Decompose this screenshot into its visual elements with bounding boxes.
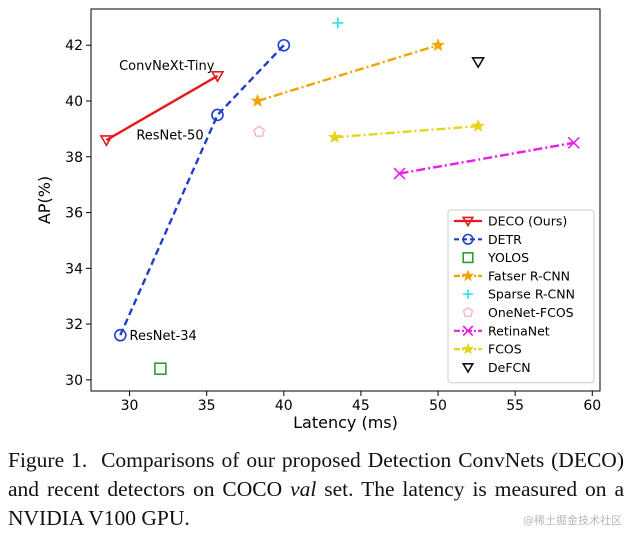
series-layer [99,17,580,375]
x-tick-label: 60 [583,398,601,414]
annotation-label: ResNet-50 [136,128,203,143]
marker-triangle-down [461,362,475,374]
x-tick-label: 40 [275,398,293,414]
series-line [119,44,285,336]
legend-label: YOLOS [487,250,529,265]
plot-frame [90,8,601,392]
x-tick-label: 30 [121,398,139,414]
x-tick-label: 35 [198,398,216,414]
series-fcos [327,118,485,144]
x-tick-label: 50 [429,398,447,414]
annotations: ConvNeXt-Tiny ResNet-50 ResNet-34 [119,59,215,344]
series-detr [114,38,291,342]
x-b [462,325,474,337]
series-fatser-r-cnn [250,38,445,107]
marker-star [461,269,475,282]
series-line [334,124,479,139]
series-deco-ours [99,70,225,147]
marker-x [567,136,580,149]
legend-box [447,209,595,384]
marker-star [471,118,485,132]
legend-label: DeFCN [488,360,531,375]
axes: 30 35 40 45 50 55 60 30 32 34 36 38 40 42 Latency (ms)… [35,8,601,432]
series-line [105,74,219,142]
y-tick-label: 30 [65,373,83,389]
series-onenet-fcos [253,125,266,137]
marker-circle [211,108,224,122]
marker-star [327,130,342,144]
marker-pentagon [253,125,266,137]
marker-x [462,325,474,337]
marker-pentagon [462,306,474,318]
legend-item: OneNet-FCOS [462,305,574,320]
legend-item: DETR [454,232,522,247]
legend-item: Fatser R-CNN [454,268,570,283]
marker-triangle-down [471,57,486,69]
marker-circle [277,38,291,52]
annotation-label: ConvNeXt-Tiny [119,59,215,74]
legend-item: DeFCN [461,360,531,375]
legend: DECO (Ours) DETR YOLOS Fatser R-CNN Sparse R… [447,209,595,384]
series-line [399,141,575,175]
legend-item: RetinaNet [454,323,550,338]
marker-circle [114,328,127,342]
legend-label: Fatser R-CNN [488,268,570,283]
marker-x [393,167,406,180]
annotation-label: ResNet-34 [130,329,197,344]
series-line [257,44,439,103]
series-defcn [471,57,486,69]
x-tick-label: 55 [506,398,524,414]
marker-triangle-down [461,216,475,228]
caption-text-after: set. The latency is measured on a NVIDIA… [8,477,625,530]
marker-square [154,362,167,375]
legend-item: DECO (Ours) [454,214,567,229]
legend-label: DECO (Ours) [488,214,567,229]
x-axis-label: Latency (ms) [293,413,398,432]
y-tick-label: 42 [65,38,83,54]
y-tick-label: 38 [65,150,83,166]
x-tick-label: 45 [352,398,370,414]
legend-item: Sparse R-CNN [463,287,575,302]
series-yolos [154,362,167,375]
marker-triangle-down [210,70,225,83]
legend-label: OneNet-FCOS [488,305,574,320]
legend-label: Sparse R-CNN [488,287,575,302]
marker-star [461,342,475,355]
caption-text-before: Comparisons of our proposed Detection Co… [8,448,624,501]
y-tick-label: 32 [65,317,83,333]
legend-label: DETR [488,232,522,247]
y-axis-label: AP(%) [35,176,54,224]
chart: 30 35 40 45 50 55 60 30 32 34 36 38 40 42 Latency (ms)… [35,8,601,432]
x-b [393,167,406,180]
watermark: @稀土掘金技术社区 [523,514,622,527]
marker-square [462,252,474,264]
y-tick-label: 40 [65,94,83,110]
series-sparse-r-cnn [332,17,344,29]
caption-label: Figure 1. [8,448,88,472]
marker-plus [332,17,344,29]
marker-plus [463,289,473,299]
legend-label: RetinaNet [488,323,550,338]
series-retinanet [393,136,580,180]
y-tick-label: 34 [65,261,83,277]
figure-caption: Figure 1. Comparisons of our proposed De… [8,446,624,533]
x-b [567,136,580,149]
marker-circle [462,233,474,245]
legend-item: YOLOS [462,250,529,265]
y-tick-label: 36 [65,206,83,222]
caption-italic: val [290,477,317,501]
marker-triangle-down [99,135,114,147]
legend-label: FCOS [488,342,522,357]
legend-item: FCOS [454,342,522,357]
marker-star [431,38,445,52]
marker-star [250,93,265,107]
